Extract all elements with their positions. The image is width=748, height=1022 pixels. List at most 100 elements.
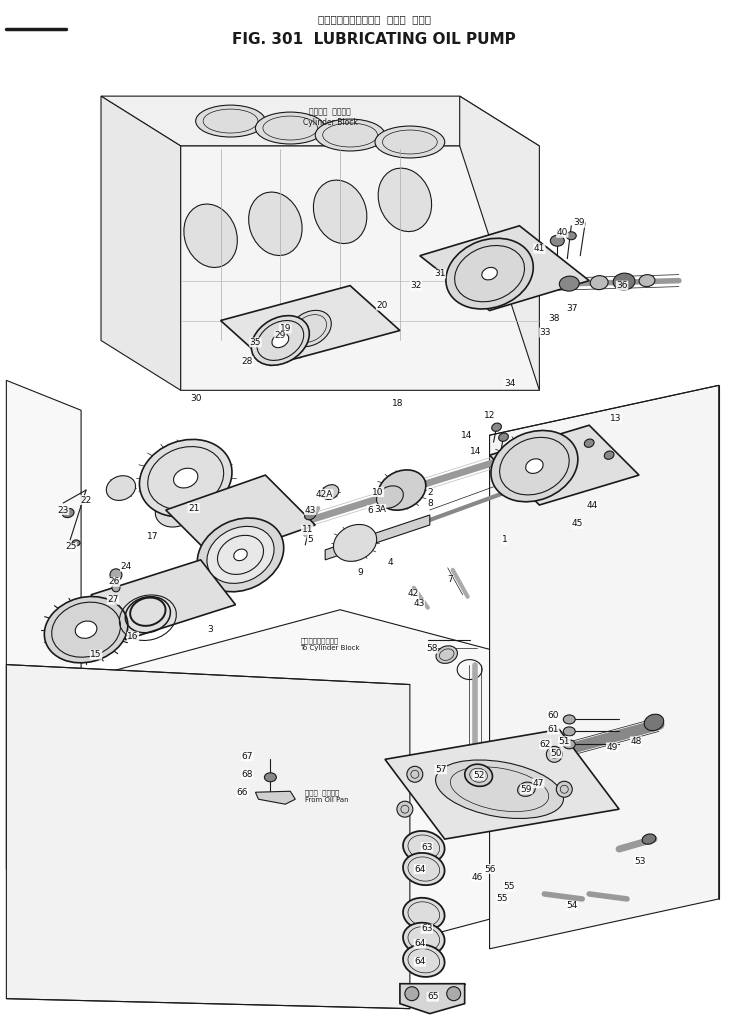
Polygon shape	[7, 380, 81, 730]
Circle shape	[112, 584, 120, 592]
Text: 65: 65	[427, 992, 438, 1002]
Ellipse shape	[272, 333, 289, 347]
Text: 15: 15	[91, 650, 102, 659]
Text: 68: 68	[242, 770, 254, 779]
Text: 20: 20	[376, 301, 387, 310]
Polygon shape	[490, 425, 639, 505]
Ellipse shape	[139, 439, 232, 517]
Text: 59: 59	[521, 785, 532, 794]
Text: 10: 10	[373, 487, 384, 497]
Text: 50: 50	[551, 749, 562, 758]
Text: 3: 3	[208, 625, 213, 635]
Text: 26: 26	[108, 577, 120, 587]
Text: 49: 49	[607, 743, 618, 752]
Text: 30: 30	[190, 393, 201, 403]
Text: 63: 63	[421, 924, 432, 933]
Ellipse shape	[491, 423, 501, 431]
Ellipse shape	[639, 275, 655, 286]
Text: 16: 16	[127, 633, 138, 641]
Ellipse shape	[563, 740, 575, 749]
Text: 35: 35	[250, 338, 261, 346]
Text: 64: 64	[414, 865, 426, 874]
Ellipse shape	[322, 484, 339, 500]
Text: 67: 67	[242, 752, 254, 760]
Circle shape	[110, 569, 122, 580]
Ellipse shape	[482, 268, 497, 280]
Text: 61: 61	[548, 725, 559, 734]
Polygon shape	[400, 984, 465, 1014]
Text: 47: 47	[533, 779, 544, 788]
Text: 8: 8	[427, 499, 432, 508]
Text: 32: 32	[410, 281, 422, 290]
Circle shape	[557, 781, 572, 797]
Ellipse shape	[62, 508, 74, 517]
Ellipse shape	[436, 646, 458, 663]
Circle shape	[405, 986, 419, 1001]
Text: 56: 56	[484, 865, 495, 874]
Ellipse shape	[304, 510, 316, 520]
Ellipse shape	[584, 439, 594, 448]
Ellipse shape	[551, 235, 564, 246]
Text: 45: 45	[571, 519, 583, 528]
Text: 34: 34	[504, 379, 515, 387]
Text: 66: 66	[236, 788, 248, 797]
Polygon shape	[7, 610, 679, 959]
Ellipse shape	[378, 470, 426, 510]
Ellipse shape	[566, 232, 576, 240]
Polygon shape	[166, 475, 315, 560]
Ellipse shape	[403, 944, 444, 977]
Text: 53: 53	[634, 856, 646, 866]
Text: 39: 39	[574, 219, 585, 227]
Text: 12: 12	[484, 411, 495, 420]
Text: 28: 28	[242, 357, 253, 366]
Text: クリングブロックへ
To Cylinder Block: クリングブロックへ To Cylinder Block	[300, 638, 360, 651]
Text: 60: 60	[548, 711, 559, 719]
Text: 11: 11	[301, 525, 313, 535]
Text: 41: 41	[533, 244, 545, 253]
Ellipse shape	[184, 204, 237, 268]
Ellipse shape	[315, 120, 385, 151]
Text: ルーブリケーティング  オイル  ポンプ: ルーブリケーティング オイル ポンプ	[317, 14, 431, 25]
Circle shape	[397, 801, 413, 818]
Text: 29: 29	[275, 331, 286, 340]
Ellipse shape	[156, 493, 196, 527]
Text: 63: 63	[421, 842, 432, 851]
Polygon shape	[91, 560, 236, 640]
Polygon shape	[255, 791, 295, 804]
Text: オイル  パンより
From Oil Pan: オイル パンより From Oil Pan	[305, 789, 349, 803]
Text: 19: 19	[280, 324, 291, 333]
Circle shape	[407, 766, 423, 782]
Polygon shape	[221, 285, 400, 366]
Ellipse shape	[375, 126, 445, 158]
Ellipse shape	[76, 621, 97, 639]
Text: 23: 23	[58, 506, 69, 514]
Text: 40: 40	[557, 228, 568, 237]
Text: 43: 43	[413, 599, 425, 608]
Text: 9: 9	[358, 568, 363, 577]
Text: 52: 52	[473, 771, 484, 780]
Text: 55: 55	[497, 894, 509, 903]
Text: 4: 4	[387, 558, 393, 567]
Ellipse shape	[491, 430, 578, 502]
Text: 22: 22	[81, 496, 92, 505]
Text: 13: 13	[610, 414, 622, 423]
Text: 55: 55	[503, 882, 515, 891]
Polygon shape	[325, 515, 430, 560]
Ellipse shape	[251, 316, 310, 365]
Text: 64: 64	[414, 939, 426, 948]
Polygon shape	[490, 385, 719, 948]
Ellipse shape	[376, 485, 403, 508]
Text: 5: 5	[307, 536, 313, 545]
Circle shape	[447, 986, 461, 1001]
Text: 48: 48	[631, 737, 642, 746]
Ellipse shape	[613, 273, 635, 290]
Text: 51: 51	[559, 737, 570, 746]
Text: 46: 46	[472, 873, 483, 882]
Text: 36: 36	[616, 281, 628, 290]
Polygon shape	[385, 730, 619, 839]
Text: 31: 31	[434, 269, 446, 278]
Ellipse shape	[207, 526, 274, 584]
Text: 18: 18	[392, 399, 404, 408]
Text: 58: 58	[426, 644, 438, 653]
Ellipse shape	[563, 715, 575, 724]
